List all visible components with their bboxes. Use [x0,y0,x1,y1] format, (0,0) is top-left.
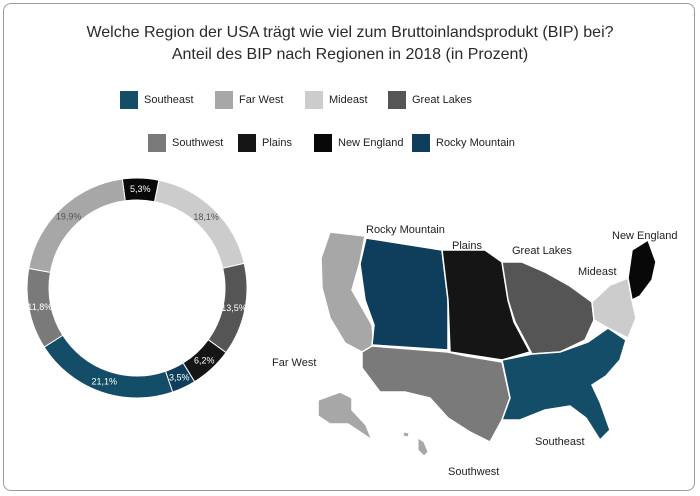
donut-data-label: 18,1% [193,212,219,222]
chart-frame [3,3,695,491]
map-label-far-west: Far West [272,357,317,369]
chart-subtitle: Anteil des BIP nach Regionen in 2018 (in… [171,46,529,63]
map-label-mideast: Mideast [578,266,617,278]
donut-data-label: 11,8% [27,302,52,312]
legend-label: Plains [262,137,292,149]
legend-item-southwest: Southwest [148,133,223,153]
legend-label: Far West [239,94,284,106]
legend-swatch [120,91,138,109]
legend-label: Southwest [172,137,224,149]
donut-slice-far-west [28,178,126,273]
legend-swatch [314,134,332,152]
legend-label: Rocky Mountain [436,137,515,149]
legend-label: Southeast [144,94,194,106]
donut-data-label: 3,5% [169,373,190,383]
map-label-plains: Plains [452,240,482,252]
legend-swatch [148,134,166,152]
legend-swatch [305,91,323,109]
legend-swatch [238,134,256,152]
map-label-rocky-mountain: Rocky Mountain [366,224,445,236]
legend-item-great-lakes: Great Lakes [388,90,472,110]
legend-label: Mideast [329,94,368,106]
donut-data-label: 19,9% [56,211,82,221]
legend-item-far-west: Far West [215,90,283,110]
donut-slice-mideast [153,179,245,269]
chart-title: Welche Region der USA trägt wie viel zum… [86,24,614,41]
legend-swatch [412,134,430,152]
map-label-new-england: New England [612,230,678,242]
legend-item-rocky-mountain: Rocky Mountain [412,133,515,153]
legend-label: New England [338,137,404,149]
map-label-southeast: Southeast [535,436,585,448]
donut-slice-southeast [43,334,174,399]
legend-swatch [388,91,406,109]
legend-label: Great Lakes [412,94,472,106]
donut-data-label: 21,1% [92,376,118,386]
legend-swatch [215,91,233,109]
legend-item-mideast: Mideast [305,90,368,110]
donut-data-label: 6,2% [194,356,215,366]
legend-item-plains: Plains [238,133,292,153]
legend-item-new-england: New England [314,133,403,153]
donut-data-label: 5,3% [130,184,151,194]
map-label-great-lakes: Great Lakes [512,245,572,257]
map-label-southwest: Southwest [448,466,500,478]
donut-data-label: 13,5% [221,303,247,313]
legend-item-southeast: Southeast [120,90,194,110]
